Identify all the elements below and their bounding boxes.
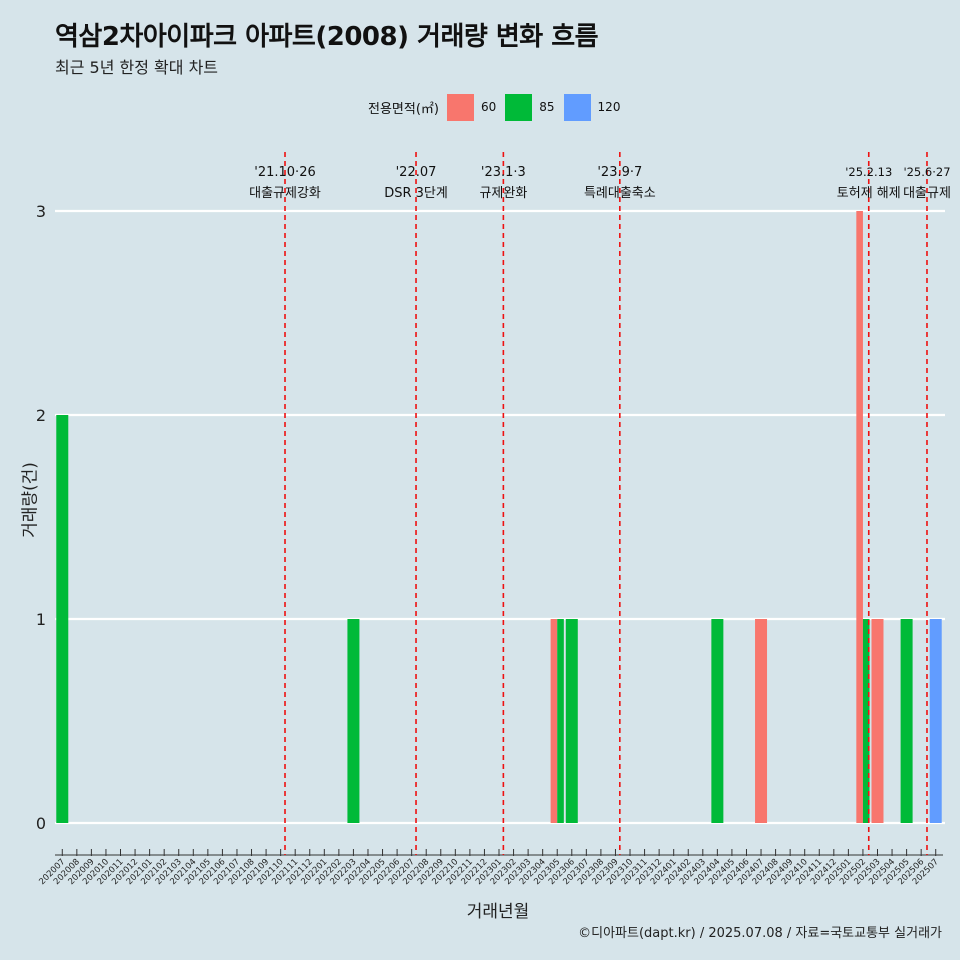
policy-date-1: '22.07: [396, 165, 437, 180]
bar-202505-85: [900, 619, 913, 823]
y-tick-label-2: 2: [36, 406, 46, 425]
bar-202503-60: [871, 619, 884, 823]
y-tick-label-3: 3: [36, 202, 46, 221]
legend-title: 전용면적(㎡): [368, 101, 439, 117]
y-axis-label: 거래량(건): [20, 462, 41, 538]
y-tick-label-1: 1: [36, 610, 46, 629]
bar-202502-85: [862, 619, 870, 823]
legend-swatch-85: [505, 93, 533, 121]
policy-date-0: '21.10·26: [254, 165, 315, 180]
policy-label-5: 대출규제: [903, 186, 951, 201]
policy-date-4: '25.2.13: [845, 165, 892, 179]
legend-label-85: 85: [539, 100, 555, 114]
bar-202502-60: [856, 211, 863, 823]
policy-label-1: DSR 3단계: [384, 186, 448, 201]
policy-label-2: 규제완화: [479, 186, 527, 201]
chart-title: 역삼2차아이파크 아파트(2008) 거래량 변화 흐름: [55, 22, 599, 52]
legend-item-60: 60: [446, 93, 497, 121]
bar-202507-120: [929, 619, 942, 823]
legend-swatch-120: [563, 93, 591, 121]
bar-202404-85: [711, 619, 724, 823]
bar-202305-60: [550, 619, 558, 823]
legend: 전용면적(㎡) 60 85 120: [368, 93, 629, 121]
bar-202407-60: [755, 619, 768, 823]
policy-date-2: '23.1·3: [481, 165, 526, 180]
legend-label-120: 120: [597, 100, 621, 114]
policy-date-3: '23.9·7: [597, 165, 642, 180]
bar-202306-85: [565, 619, 578, 823]
policy-date-5: '25.6·27: [903, 165, 950, 179]
legend-item-85: 85: [505, 93, 555, 121]
bar-202203-85: [347, 619, 360, 823]
chart-subtitle: 최근 5년 한정 확대 차트: [55, 58, 219, 77]
policy-label-3: 특례대출축소: [584, 186, 656, 201]
policy-label-4: 토허제 해제: [837, 186, 901, 201]
y-tick-label-0: 0: [36, 814, 46, 833]
x-axis-label: 거래년월: [466, 902, 530, 922]
bar-202305-85: [557, 619, 564, 823]
legend-swatch-60: [446, 93, 474, 121]
legend-label-60: 60: [480, 100, 497, 114]
policy-label-0: 대출규제강화: [249, 186, 321, 201]
source-caption: ©디아파트(dapt.kr) / 2025.07.08 / 자료=국토교통부 실…: [578, 926, 942, 941]
bar-202007-85: [56, 415, 69, 823]
legend-item-120: 120: [563, 93, 621, 121]
